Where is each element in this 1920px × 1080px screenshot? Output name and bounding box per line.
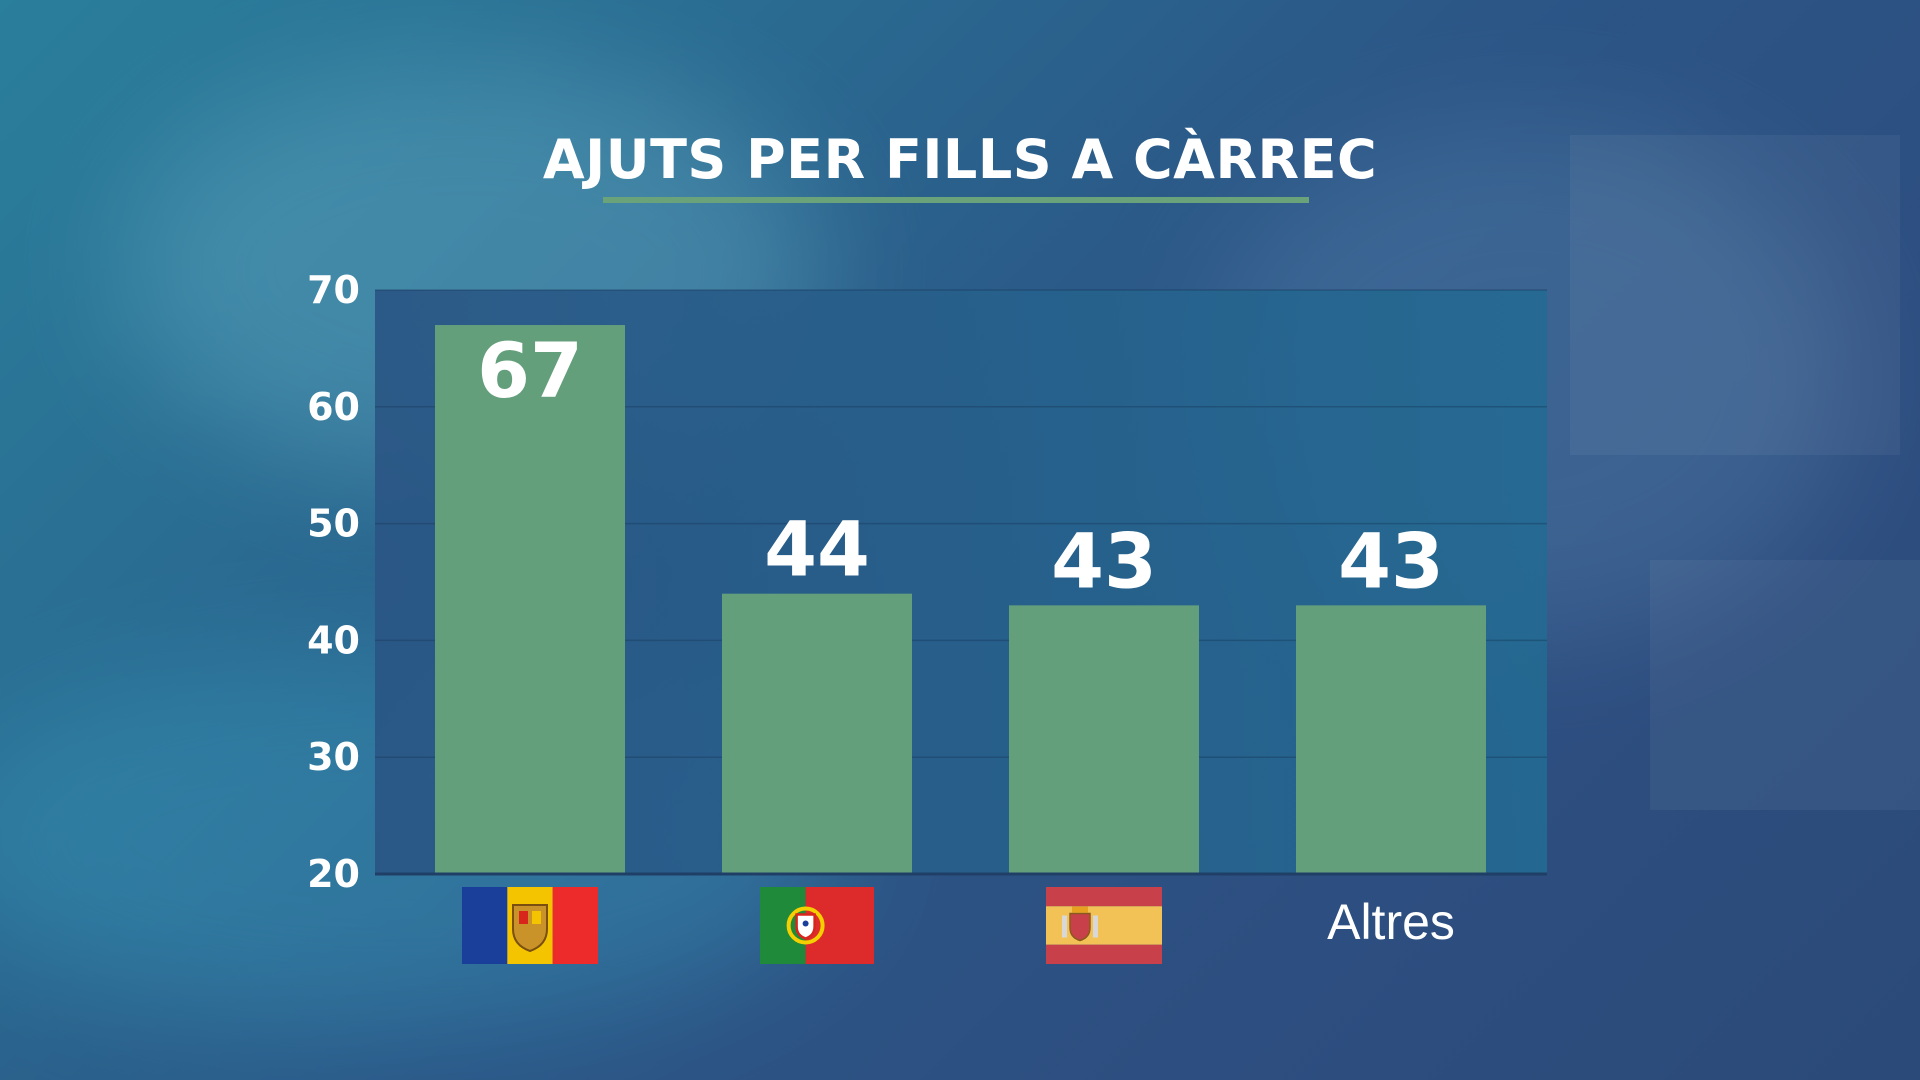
y-tick-label: 40 [307, 618, 360, 662]
spain-flag-icon [1046, 887, 1162, 964]
bar-data-label: 67 [477, 326, 583, 415]
bar [435, 325, 625, 874]
bar-data-label: 43 [1051, 516, 1157, 605]
y-tick-label: 60 [307, 385, 360, 429]
y-axis-ticks: 20 30 40 50 60 70 [307, 268, 360, 896]
andorra-flag-icon [462, 887, 598, 964]
title-underline [603, 197, 1309, 203]
category-label-altres: Altres [1327, 894, 1455, 950]
y-tick-label: 20 [307, 852, 360, 896]
y-tick-label: 50 [307, 502, 360, 546]
bar-data-labels: 67 44 43 43 [477, 326, 1444, 605]
bar-data-label: 43 [1338, 516, 1444, 605]
background-panel [1570, 135, 1900, 455]
bar [1009, 605, 1199, 874]
bar [722, 593, 912, 874]
chart-title: AJUTS PER FILLS A CÀRREC [542, 128, 1378, 191]
background-panel [1650, 560, 1920, 810]
y-tick-label: 70 [307, 268, 360, 312]
bars [435, 325, 1486, 874]
y-tick-label: 30 [307, 735, 360, 779]
bar-data-label: 44 [764, 505, 870, 594]
portugal-flag-icon [760, 887, 874, 964]
bar [1296, 605, 1486, 874]
category-labels: Altres [462, 887, 1455, 964]
